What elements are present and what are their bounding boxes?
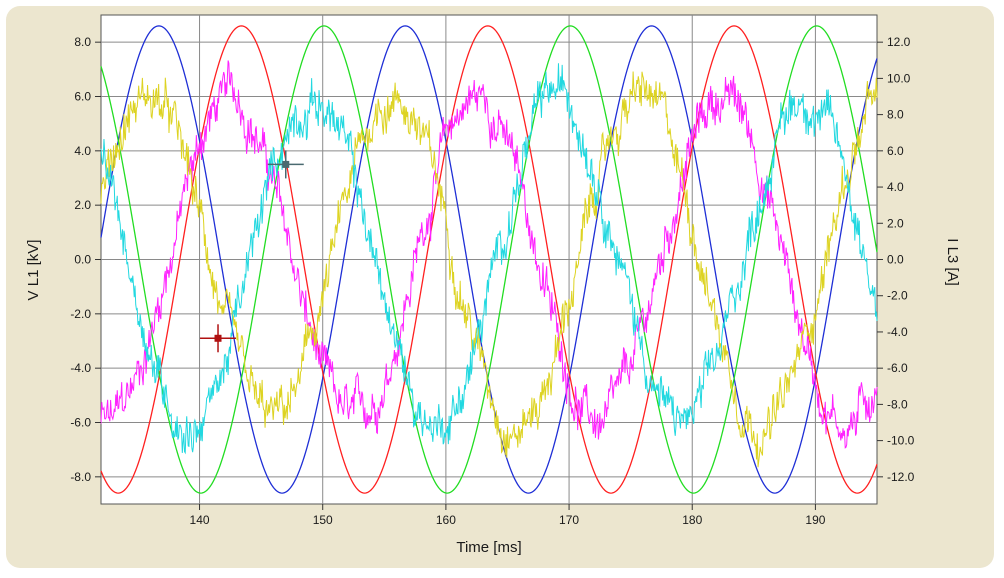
right-tick-label: -10.0 — [887, 434, 915, 448]
left-axis-title: V L1 [kV] — [25, 240, 42, 301]
x-tick-label: 170 — [559, 513, 579, 527]
x-tick-label: 150 — [313, 513, 333, 527]
right-tick-label: 4.0 — [887, 180, 904, 194]
x-tick-label: 160 — [436, 513, 456, 527]
voltage-series-line-3 — [100, 25, 878, 494]
voltage-series-line-1 — [100, 25, 878, 494]
left-tick-label: 4.0 — [74, 144, 91, 158]
left-tick-label: 6.0 — [74, 90, 91, 104]
left-tick-label: -6.0 — [70, 416, 91, 430]
right-tick-label: -4.0 — [887, 325, 908, 339]
x-axis-title: Time [ms] — [456, 539, 521, 556]
right-tick-label: -12.0 — [887, 470, 915, 484]
right-tick-label: 0.0 — [887, 253, 904, 267]
left-tick-label: -8.0 — [70, 470, 91, 484]
right-tick-label: -6.0 — [887, 361, 908, 375]
cursor-marker-1[interactable] — [214, 334, 222, 342]
current-series-line-3 — [100, 63, 878, 455]
current-series-line-1 — [100, 60, 878, 449]
right-tick-label: 6.0 — [887, 144, 904, 158]
left-tick-label: 8.0 — [74, 35, 91, 49]
cursor-marker-2[interactable] — [282, 160, 290, 168]
series-group — [100, 25, 878, 494]
right-tick-label: 12.0 — [887, 35, 911, 49]
cursor-group — [200, 150, 304, 353]
voltage-series-line-2 — [100, 25, 878, 494]
left-tick-label: -2.0 — [70, 307, 91, 321]
right-axis-title: I L3 [A] — [944, 238, 961, 286]
x-axis-ticks: 140 150 160 170 180 190 — [190, 504, 826, 527]
left-tick-label: 2.0 — [74, 198, 91, 212]
right-tick-label: 2.0 — [887, 216, 904, 230]
left-tick-label: -4.0 — [70, 361, 91, 375]
right-tick-label: -8.0 — [887, 397, 908, 411]
right-tick-label: 10.0 — [887, 71, 911, 85]
right-tick-label: 8.0 — [887, 108, 904, 122]
current-series-line-2 — [100, 71, 878, 468]
right-axis-ticks: -12.0 -10.0 -8.0 -6.0 -4.0 -2.0 0.0 2.0 4.0 6.0 8.… — [877, 35, 915, 484]
x-tick-label: 180 — [682, 513, 702, 527]
x-tick-label: 140 — [190, 513, 210, 527]
right-tick-label: -2.0 — [887, 289, 908, 303]
left-tick-label: 0.0 — [74, 253, 91, 267]
x-tick-label: 190 — [805, 513, 825, 527]
left-axis-ticks: -8.0 -6.0 -4.0 -2.0 0.0 2.0 4.0 6.0 8.0 — [70, 35, 101, 484]
